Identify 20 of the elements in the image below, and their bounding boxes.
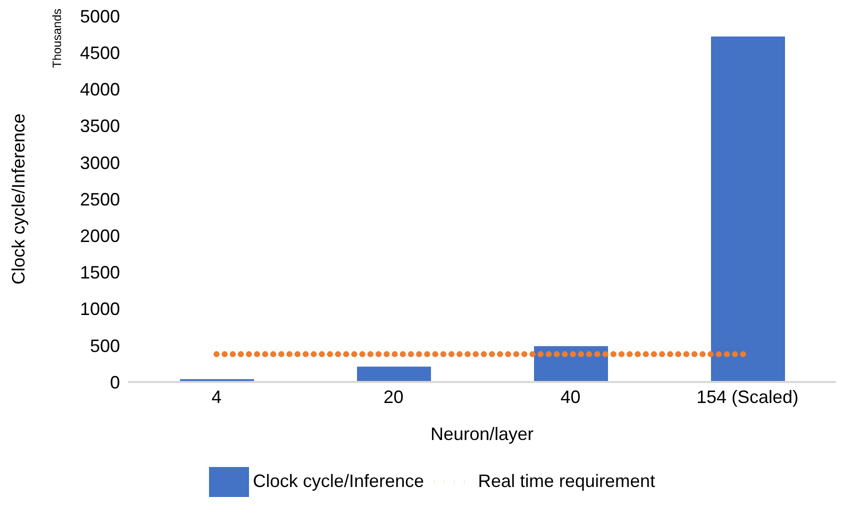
- y-axis-title: Clock cycle/Inference: [8, 113, 28, 285]
- y-tick-label: 2000: [80, 226, 120, 246]
- x-tick-label: 4: [211, 386, 222, 407]
- legend-label: Clock cycle/Inference: [252, 470, 424, 491]
- y-tick-label: 1500: [80, 262, 120, 283]
- y-tick-label: 5000: [80, 6, 120, 26]
- y-tick-label: 4500: [80, 42, 120, 63]
- y-tick-label: 3000: [80, 152, 120, 173]
- y-tick-label: 2500: [80, 189, 120, 210]
- text: Thousands: [50, 8, 64, 68]
- y-tick-label: 500: [90, 336, 120, 356]
- legend-label: Real time requirement: [478, 470, 656, 491]
- y-tick-label: 1000: [80, 299, 120, 320]
- x-axis-title: Neuron/layer: [430, 424, 534, 444]
- y-tick-label: 3500: [80, 116, 120, 136]
- x-tick-label: 40: [560, 386, 581, 407]
- y-tick-label: 0: [110, 372, 120, 392]
- x-tick-label: 154 (Scaled): [696, 386, 799, 407]
- x-tick-label: 20: [383, 386, 404, 407]
- y-tick-label: 4000: [80, 80, 120, 100]
